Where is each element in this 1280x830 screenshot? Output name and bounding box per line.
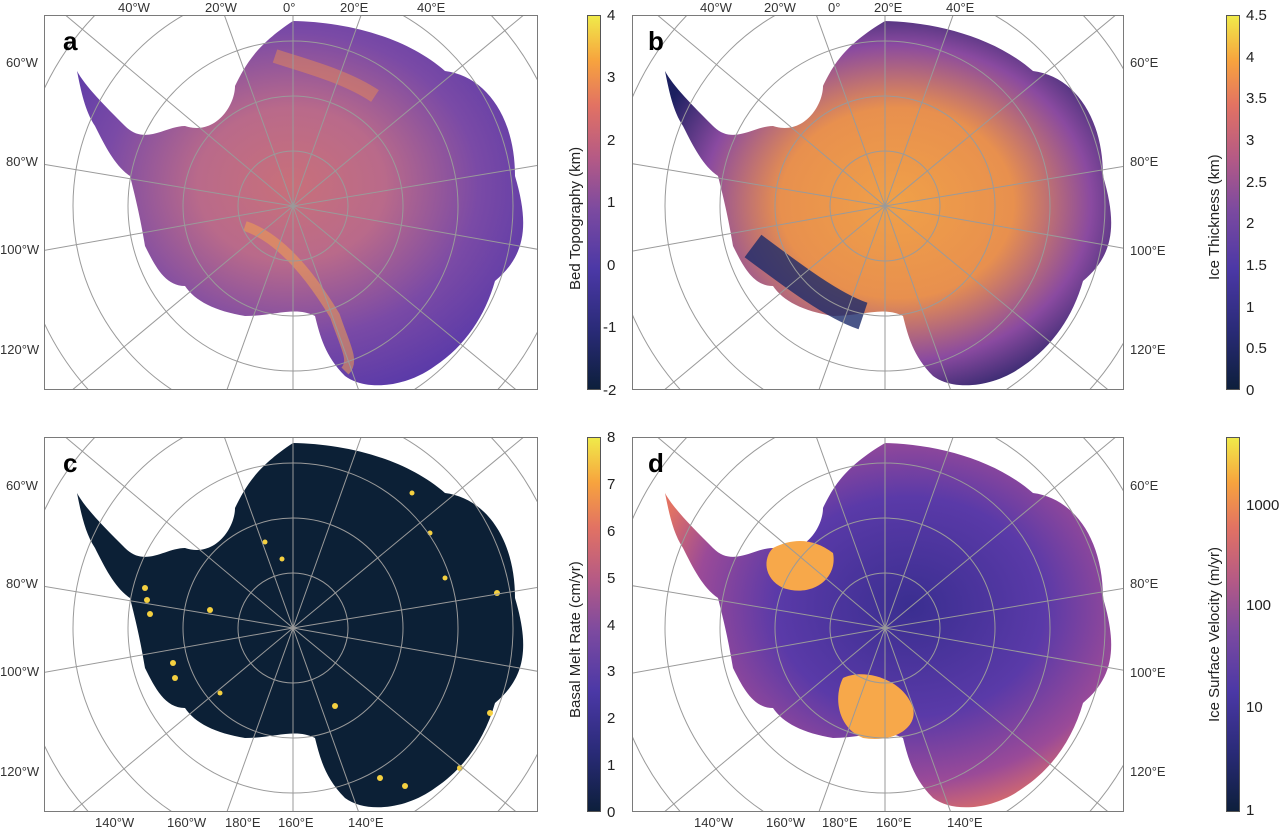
colorbar-label: Ice Surface Velocity (m/yr) — [1206, 546, 1223, 722]
top-lon-tick: 40°E — [417, 0, 446, 15]
right-lon-tick: 60°E — [1130, 478, 1159, 493]
colorbar-ice-thickness — [1226, 15, 1240, 390]
panel-letter: b — [648, 26, 664, 56]
bottom-lon-tick: 140°W — [694, 815, 734, 830]
left-lon-tick: 100°W — [0, 664, 40, 679]
colorbar-tick: 2 — [607, 132, 616, 149]
top-lon-tick: 40°W — [700, 0, 732, 15]
right-lon-tick: 60°E — [1130, 55, 1159, 70]
bottom-lon-tick: 180°E — [225, 815, 261, 830]
top-lon-tick: 20°W — [205, 0, 237, 15]
colorbar-tick: 2 — [607, 710, 616, 727]
colorbar-tick: 1 — [607, 194, 616, 211]
colorbar-tick: 4 — [1246, 49, 1255, 66]
left-lon-tick: 80°W — [6, 576, 38, 591]
colorbar-label: Basal Melt Rate (cm/yr) — [567, 561, 584, 718]
colorbar-tick: 7 — [607, 476, 616, 493]
colorbar-tick: 4.5 — [1246, 7, 1267, 24]
map-frame-c: c — [44, 437, 538, 812]
bottom-lon-tick: 160°E — [278, 815, 314, 830]
antarctica-map-bed-topography — [45, 16, 537, 389]
colorbar-label: Bed Topography (km) — [567, 146, 584, 290]
map-frame-b: b — [632, 15, 1124, 390]
top-lon-tick: 0° — [283, 0, 296, 15]
colorbar-tick: 1 — [1246, 802, 1255, 819]
left-lon-tick: 80°W — [6, 154, 38, 169]
bottom-lon-tick: 160°W — [167, 815, 207, 830]
right-lon-tick: 100°E — [1130, 243, 1166, 258]
bottom-lon-tick: 180°E — [822, 815, 858, 830]
colorbar-tick: 5 — [607, 570, 616, 587]
bottom-lon-tick: 140°E — [348, 815, 384, 830]
bottom-lon-tick: 140°W — [95, 815, 135, 830]
top-lon-tick: 40°E — [946, 0, 975, 15]
left-lon-tick: 60°W — [6, 478, 38, 493]
colorbar-tick: 2 — [1246, 215, 1255, 232]
panel-letter: c — [63, 448, 78, 478]
colorbar-tick: 100 — [1246, 597, 1272, 614]
left-lon-tick: 100°W — [0, 242, 40, 257]
map-frame-d: d — [632, 437, 1124, 812]
colorbar-tick: 0 — [1246, 382, 1255, 399]
colorbar-tick: 0.5 — [1246, 340, 1267, 357]
colorbar-tick: -2 — [603, 382, 617, 399]
colorbar-label: Ice Thickness (km) — [1206, 154, 1223, 280]
right-lon-tick: 80°E — [1130, 576, 1159, 591]
colorbar-tick: 4 — [607, 7, 616, 24]
colorbar-tick: 1 — [1246, 299, 1255, 316]
colorbar-tick: 3 — [1246, 132, 1255, 149]
colorbar-tick: 0 — [607, 257, 616, 274]
top-lon-tick: 20°E — [340, 0, 369, 15]
panel-letter: a — [63, 26, 78, 56]
colorbar-basal-melt-rate — [587, 437, 601, 812]
colorbar-tick: 3.5 — [1246, 90, 1267, 107]
colorbar-tick: 2.5 — [1246, 174, 1267, 191]
colorbar-ice-surface-velocity — [1226, 437, 1240, 812]
top-lon-tick: 20°E — [874, 0, 903, 15]
right-lon-tick: 80°E — [1130, 154, 1159, 169]
right-lon-tick: 120°E — [1130, 764, 1166, 779]
colorbar-tick: 1000 — [1246, 497, 1280, 514]
antarctica-map-ice-surface-velocity — [633, 438, 1123, 811]
left-lon-tick: 120°W — [0, 342, 40, 357]
panel-letter: d — [648, 448, 664, 478]
top-lon-tick: 20°W — [764, 0, 796, 15]
colorbar-bed-topography — [587, 15, 601, 390]
right-lon-tick: 120°E — [1130, 342, 1166, 357]
map-frame-a: a — [44, 15, 538, 390]
colorbar-tick: 4 — [607, 617, 616, 634]
antarctica-map-ice-thickness — [633, 16, 1123, 389]
colorbar-tick: 3 — [607, 663, 616, 680]
right-lon-tick: 100°E — [1130, 665, 1166, 680]
bottom-lon-tick: 160°E — [876, 815, 912, 830]
colorbar-tick: -1 — [603, 319, 617, 336]
colorbar-tick: 10 — [1246, 699, 1263, 716]
colorbar-tick: 1.5 — [1246, 257, 1267, 274]
colorbar-tick: 3 — [607, 69, 616, 86]
antarctica-map-basal-melt-rate — [45, 438, 537, 811]
colorbar-tick: 0 — [607, 804, 616, 821]
bottom-lon-tick: 140°E — [947, 815, 983, 830]
bottom-lon-tick: 160°W — [766, 815, 806, 830]
colorbar-tick: 6 — [607, 523, 616, 540]
left-lon-tick: 60°W — [6, 55, 38, 70]
colorbar-tick: 8 — [607, 429, 616, 446]
top-lon-tick: 0° — [828, 0, 841, 15]
left-lon-tick: 120°W — [0, 764, 40, 779]
top-lon-tick: 40°W — [118, 0, 150, 15]
colorbar-tick: 1 — [607, 757, 616, 774]
